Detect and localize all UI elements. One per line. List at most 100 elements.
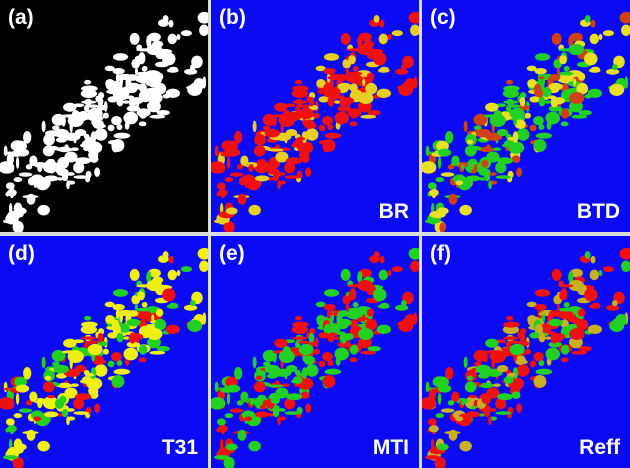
cloud-pixel — [147, 328, 162, 340]
cloud-pixel — [503, 322, 520, 328]
panel: (f)Reff — [422, 236, 630, 468]
panel: (b)BR — [211, 0, 419, 232]
cloud-pixel — [168, 256, 173, 264]
cloud-pixel — [244, 180, 252, 185]
cloud-pixel — [559, 55, 567, 64]
cloud-pixel — [248, 205, 260, 216]
cloud-pixel — [33, 180, 41, 185]
cloud-pixel — [166, 89, 180, 98]
cloud-pixel — [368, 110, 381, 116]
cloud-pixel — [151, 314, 154, 322]
cloud-pixel — [367, 73, 374, 81]
cloud-pixel — [253, 121, 257, 133]
cloud-pixel — [166, 325, 180, 334]
cloud-pixel — [167, 304, 179, 309]
cloud-pixel — [324, 304, 336, 310]
cloud-pixel — [497, 129, 508, 136]
cloud-pixel — [181, 30, 192, 36]
cloud-pixel — [455, 180, 463, 185]
cloud-pixel — [39, 400, 43, 405]
cloud-pixel — [513, 119, 517, 126]
cloud-pixel — [441, 408, 455, 412]
cloud-pixel — [85, 373, 94, 377]
cloud-pixel — [167, 68, 179, 73]
cloud-pixel — [75, 365, 86, 372]
image — [0, 0, 208, 232]
cloud-pixel — [74, 411, 89, 415]
cloud-pixel — [348, 55, 356, 64]
cloud-pixel — [455, 416, 463, 421]
cloud-pixel — [68, 114, 84, 127]
cloud-pixel — [585, 251, 591, 259]
cloud-pixel — [530, 125, 537, 132]
cloud-pixel — [449, 430, 458, 441]
cloud-pixel — [569, 328, 584, 340]
cloud-pixel — [461, 400, 465, 405]
cloud-pixel — [328, 333, 335, 343]
cloud-pixel — [67, 408, 75, 412]
cloud-pixel — [438, 384, 451, 392]
cloud-pixel — [428, 182, 437, 189]
cloud-pixel — [298, 340, 310, 344]
panel-label: (f) — [430, 242, 451, 266]
cloud-pixel — [510, 108, 525, 119]
cloud-pixel — [603, 266, 614, 272]
cloud-pixel — [265, 365, 280, 374]
cloud-pixel — [476, 365, 491, 374]
cloud-pixel — [538, 76, 544, 79]
cloud-pixel — [253, 357, 257, 369]
cloud-pixel — [136, 284, 151, 287]
cloud-pixel — [535, 304, 547, 310]
cloud-pixel — [250, 400, 254, 405]
cloud-pixel — [142, 66, 148, 72]
cloud-pixel — [181, 266, 192, 272]
cloud-pixel — [525, 113, 531, 119]
cloud-pixel — [425, 455, 440, 459]
cloud-pixel — [4, 146, 8, 157]
cloud-pixel — [19, 408, 33, 412]
cloud-pixel — [504, 140, 514, 147]
cloud-pixel — [108, 361, 115, 368]
cloud-pixel — [516, 364, 529, 376]
cloud-pixel — [47, 159, 55, 162]
cloud-pixel — [37, 205, 49, 216]
cloud-pixel — [177, 270, 181, 276]
cloud-pixel — [612, 300, 618, 306]
cloud-pixel — [23, 131, 31, 144]
method-label: T31 — [162, 436, 198, 460]
cloud-pixel — [392, 266, 403, 272]
cloud-pixel — [484, 409, 490, 417]
cloud-pixel — [91, 355, 95, 362]
cloud-pixel — [481, 160, 488, 168]
cloud-pixel — [274, 103, 288, 112]
cloud-pixel — [59, 396, 66, 404]
cloud-pixel — [279, 114, 295, 127]
cloud-pixel — [497, 365, 508, 372]
cloud-pixel — [279, 350, 295, 363]
cloud-pixel — [466, 411, 480, 417]
cloud-pixel — [530, 361, 537, 368]
cloud-pixel — [557, 68, 560, 75]
cloud-pixel — [277, 180, 281, 189]
method-label: BTD — [577, 200, 620, 224]
image — [422, 0, 630, 232]
cloud-pixel — [142, 302, 148, 308]
cloud-pixel — [225, 413, 234, 418]
cloud-pixel — [117, 333, 124, 343]
cloud-pixel — [296, 373, 305, 377]
cloud-pixel — [449, 194, 458, 205]
cloud-pixel — [75, 129, 86, 136]
cloud-pixel — [81, 336, 96, 339]
cloud-pixel — [529, 96, 540, 102]
cloud-pixel — [139, 345, 147, 355]
cloud-pixel — [539, 97, 546, 107]
cloud-pixel — [217, 418, 226, 425]
cloud-pixel — [573, 78, 576, 86]
cloud-pixel — [296, 137, 305, 141]
cloud-pixel — [230, 172, 244, 176]
cloud-pixel — [599, 34, 603, 40]
cloud-pixel — [558, 48, 573, 51]
cloud-pixel — [588, 325, 602, 334]
method-label: MTI — [373, 436, 409, 460]
cloud-pixel — [571, 115, 587, 119]
